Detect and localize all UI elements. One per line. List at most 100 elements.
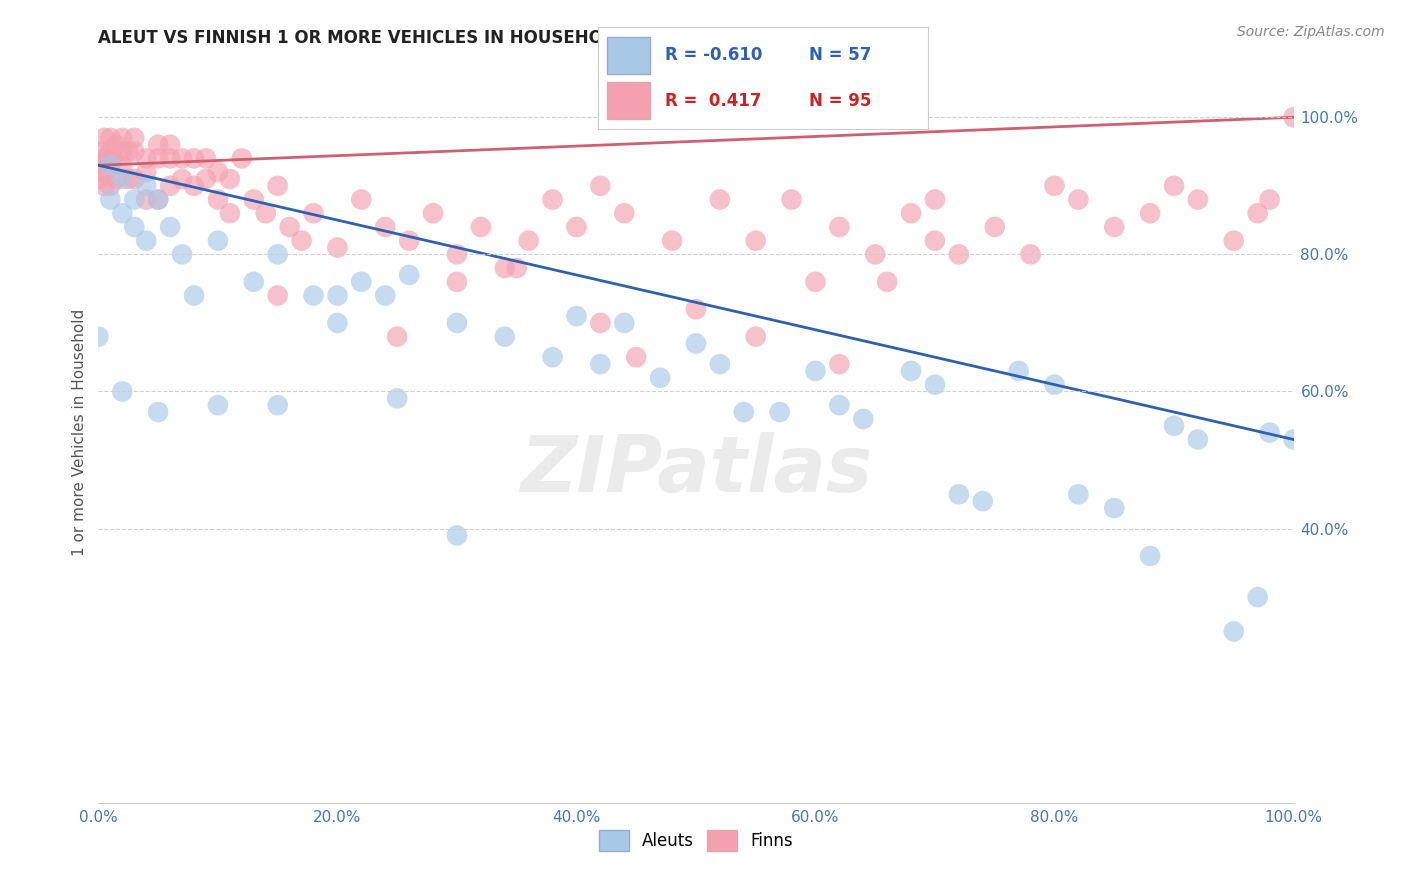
Point	[613, 316, 636, 330]
Point	[422, 206, 444, 220]
Point	[172, 247, 194, 261]
Point	[231, 152, 253, 166]
Point	[98, 131, 122, 145]
Point	[148, 137, 170, 152]
Point	[613, 206, 636, 220]
Point	[517, 234, 540, 248]
FancyBboxPatch shape	[607, 37, 651, 74]
Point	[924, 234, 946, 248]
Point	[948, 487, 970, 501]
Text: Source: ZipAtlas.com: Source: ZipAtlas.com	[1237, 25, 1385, 39]
Point	[172, 152, 194, 166]
Point	[1139, 206, 1161, 220]
Point	[350, 275, 373, 289]
Point	[709, 193, 731, 207]
Point	[1008, 364, 1031, 378]
Point	[828, 398, 851, 412]
Point	[506, 261, 529, 276]
Point	[148, 193, 170, 207]
Point	[93, 152, 115, 166]
Point	[117, 172, 139, 186]
Point	[745, 234, 768, 248]
Point	[1139, 549, 1161, 563]
Point	[111, 206, 134, 220]
Text: R =  0.417: R = 0.417	[665, 92, 762, 110]
Point	[93, 178, 115, 193]
Point	[924, 377, 946, 392]
Point	[326, 288, 349, 302]
Point	[398, 268, 420, 282]
Point	[148, 405, 170, 419]
Point	[446, 316, 468, 330]
Point	[852, 412, 875, 426]
Text: N = 57: N = 57	[808, 46, 872, 64]
Point	[1187, 433, 1209, 447]
Point	[494, 261, 516, 276]
Point	[470, 219, 492, 234]
Text: N = 95: N = 95	[808, 92, 872, 110]
Point	[159, 219, 181, 234]
Point	[1163, 178, 1185, 193]
Point	[589, 316, 612, 330]
Point	[243, 193, 266, 207]
Point	[135, 165, 157, 179]
Point	[804, 275, 827, 289]
Point	[709, 357, 731, 371]
Point	[865, 247, 887, 261]
Point	[780, 193, 803, 207]
Point	[1104, 501, 1126, 516]
Point	[1163, 418, 1185, 433]
Point	[124, 193, 146, 207]
Point	[111, 384, 134, 399]
Legend: Aleuts, Finns: Aleuts, Finns	[592, 823, 800, 857]
Point	[1258, 193, 1281, 207]
Point	[589, 357, 612, 371]
Point	[124, 131, 146, 145]
Point	[254, 206, 277, 220]
Point	[111, 158, 134, 172]
Point	[117, 145, 139, 159]
Point	[183, 288, 205, 302]
Point	[648, 371, 672, 385]
Point	[87, 329, 110, 343]
Point	[148, 152, 170, 166]
Point	[541, 350, 564, 364]
Text: R = -0.610: R = -0.610	[665, 46, 762, 64]
Point	[219, 172, 242, 186]
Point	[1223, 624, 1246, 639]
Point	[98, 178, 122, 193]
Point	[183, 178, 205, 193]
Point	[267, 247, 290, 261]
Point	[565, 309, 588, 323]
Point	[267, 398, 290, 412]
Point	[1104, 219, 1126, 234]
Point	[494, 329, 516, 343]
Point	[267, 288, 290, 302]
Point	[1282, 433, 1305, 447]
Point	[243, 275, 266, 289]
Point	[207, 234, 229, 248]
Point	[93, 165, 115, 179]
Point	[1043, 377, 1066, 392]
Point	[159, 152, 181, 166]
Point	[98, 193, 122, 207]
Point	[972, 494, 994, 508]
Text: ALEUT VS FINNISH 1 OR MORE VEHICLES IN HOUSEHOLD CORRELATION CHART: ALEUT VS FINNISH 1 OR MORE VEHICLES IN H…	[98, 29, 832, 47]
Point	[1067, 193, 1090, 207]
Point	[398, 234, 420, 248]
Point	[87, 172, 110, 186]
Point	[148, 193, 170, 207]
Point	[385, 392, 409, 406]
Point	[135, 234, 157, 248]
FancyBboxPatch shape	[607, 82, 651, 119]
Point	[900, 206, 922, 220]
Point	[159, 178, 181, 193]
Point	[98, 158, 122, 172]
Point	[541, 193, 564, 207]
Point	[207, 398, 229, 412]
Point	[446, 247, 468, 261]
Point	[267, 178, 290, 193]
Point	[124, 172, 146, 186]
Point	[1223, 234, 1246, 248]
Point	[804, 364, 827, 378]
